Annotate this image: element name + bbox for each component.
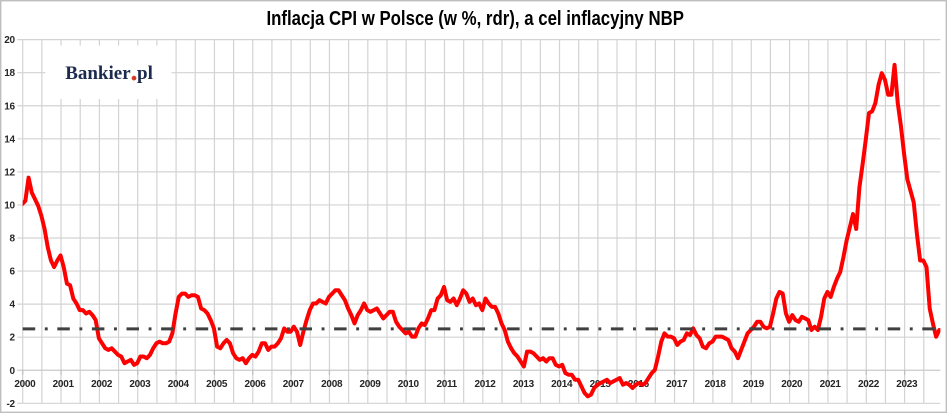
svg-text:2021: 2021 (820, 379, 842, 390)
svg-text:2017: 2017 (666, 379, 688, 390)
svg-text:2009: 2009 (359, 379, 381, 390)
svg-text:2003: 2003 (129, 379, 151, 390)
svg-text:2022: 2022 (858, 379, 880, 390)
svg-text:2: 2 (10, 333, 16, 344)
svg-text:0: 0 (10, 366, 16, 377)
svg-text:2010: 2010 (398, 379, 420, 390)
svg-text:2014: 2014 (551, 379, 573, 390)
svg-text:2004: 2004 (168, 379, 190, 390)
svg-text:2000: 2000 (14, 379, 36, 390)
svg-text:4: 4 (10, 300, 16, 311)
svg-text:2008: 2008 (321, 379, 343, 390)
svg-text:2001: 2001 (53, 379, 75, 390)
svg-text:20: 20 (4, 35, 15, 46)
svg-text:2011: 2011 (436, 379, 457, 390)
svg-text:Inflacja CPI w Polsce (w %, rd: Inflacja CPI w Polsce (w %, rdr), a cel … (266, 8, 684, 30)
svg-text:10: 10 (4, 201, 15, 212)
svg-text:2002: 2002 (91, 379, 113, 390)
svg-text:14: 14 (4, 134, 15, 145)
svg-text:8: 8 (10, 234, 16, 245)
svg-text:2006: 2006 (244, 379, 266, 390)
svg-text:6: 6 (10, 267, 16, 278)
svg-text:2013: 2013 (513, 379, 535, 390)
svg-text:Bankier: Bankier (65, 63, 131, 84)
svg-text:2005: 2005 (206, 379, 228, 390)
svg-text:-2: -2 (7, 399, 16, 410)
svg-text:2012: 2012 (474, 379, 496, 390)
svg-text:2019: 2019 (743, 379, 765, 390)
svg-text:2007: 2007 (283, 379, 305, 390)
svg-text:18: 18 (4, 68, 15, 79)
svg-text:2023: 2023 (896, 379, 918, 390)
svg-text:2020: 2020 (781, 379, 803, 390)
svg-text:12: 12 (4, 167, 15, 178)
svg-text:16: 16 (4, 101, 15, 112)
svg-text:pl: pl (137, 63, 153, 84)
svg-text:2018: 2018 (705, 379, 727, 390)
